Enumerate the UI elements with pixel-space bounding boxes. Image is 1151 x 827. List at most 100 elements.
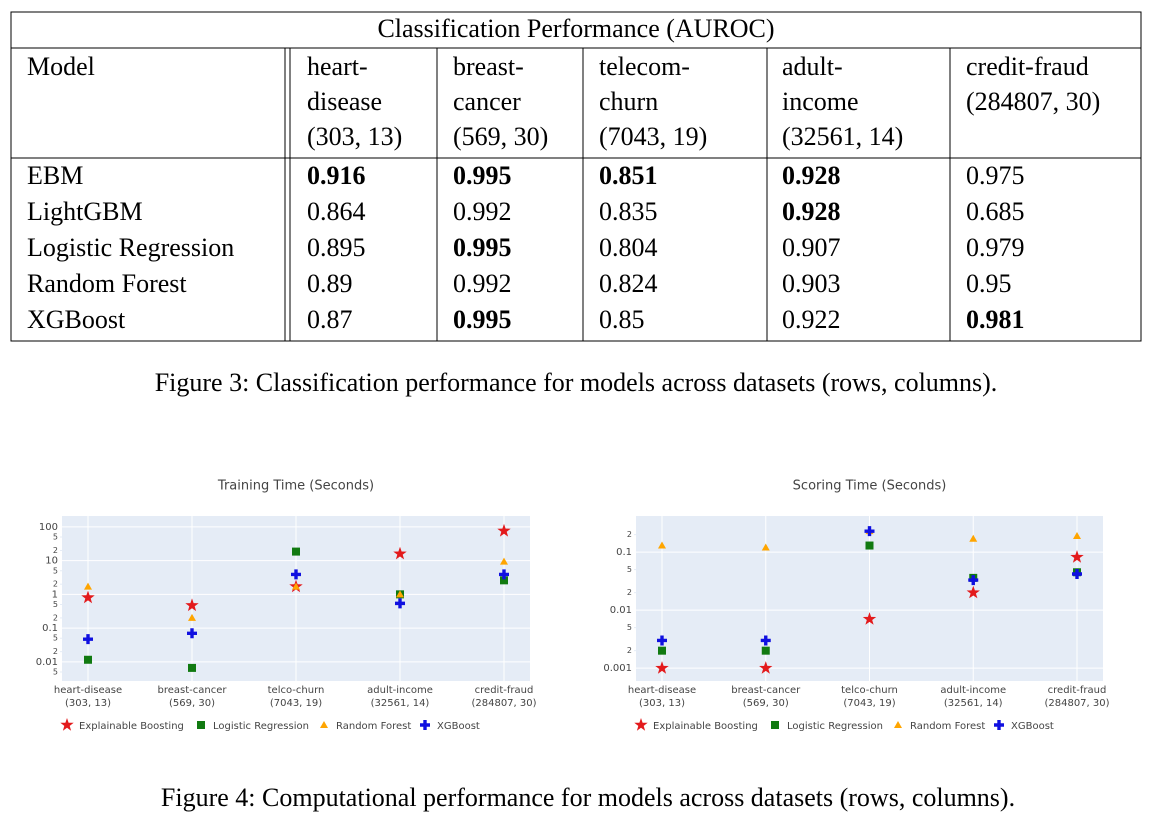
column-header: telecom-	[599, 52, 690, 81]
y-tick-label: 5	[53, 600, 58, 609]
x-tick-label: (303, 13)	[65, 698, 111, 709]
legend-label: Logistic Regression	[213, 721, 309, 732]
table-cell: 0.835	[599, 197, 658, 226]
marker	[84, 582, 92, 590]
table-border	[10, 11, 1142, 342]
y-tick-label: 2	[53, 647, 58, 656]
column-header: breast-	[453, 52, 524, 81]
caption: Figure 4: Computational performance for …	[161, 783, 1015, 812]
column-header: (569, 30)	[453, 122, 548, 151]
table-cell: XGBoost	[27, 305, 126, 334]
y-tick-label: 2	[627, 530, 632, 539]
table-cell: 0.87	[307, 305, 353, 334]
y-tick-label: 0.1	[616, 547, 632, 558]
marker	[969, 534, 978, 542]
table-cell: 0.975	[966, 161, 1025, 190]
table-cell: 0.992	[453, 269, 512, 298]
marker	[862, 612, 877, 625]
column-header: (32561, 14)	[782, 122, 903, 151]
x-tick-label: (7043, 19)	[843, 698, 895, 709]
marker	[994, 720, 1004, 730]
column-header: cancer	[453, 87, 521, 116]
x-tick-label: (303, 13)	[639, 698, 685, 709]
marker	[761, 543, 770, 551]
y-tick-label: 5	[627, 623, 632, 632]
chart-title: Training Time (Seconds)	[217, 479, 374, 494]
table-cell: 0.979	[966, 233, 1025, 262]
y-tick-label: 0.01	[36, 657, 58, 668]
marker	[188, 663, 196, 672]
table-cell: 0.995	[453, 305, 512, 334]
y-tick-label: 5	[53, 533, 58, 542]
x-tick-label: (284807, 30)	[471, 698, 536, 709]
marker	[291, 569, 301, 580]
y-tick-label: 2	[53, 580, 58, 589]
marker	[499, 569, 509, 580]
column-header: (7043, 19)	[599, 122, 707, 151]
legend-label: Explainable Boosting	[653, 721, 758, 732]
column-header: adult-	[782, 52, 843, 81]
legend-label: Random Forest	[336, 721, 411, 732]
marker	[187, 628, 197, 639]
x-tick-label: credit-fraud	[1048, 685, 1107, 696]
x-tick-label: (569, 30)	[743, 698, 789, 709]
legend-label: XGBoost	[1011, 721, 1054, 732]
marker	[84, 655, 92, 664]
marker	[292, 547, 300, 556]
table-cell: 0.981	[966, 305, 1025, 334]
y-tick-label: 0.1	[42, 623, 58, 634]
x-tick-label: breast-cancer	[731, 685, 801, 696]
marker	[396, 590, 404, 598]
legend-label: Explainable Boosting	[79, 721, 184, 732]
column-header: (303, 13)	[307, 122, 402, 151]
table-cell: 0.992	[453, 197, 512, 226]
y-tick-label: 0.001	[603, 663, 632, 674]
table-cell: 0.804	[599, 233, 658, 262]
marker	[658, 541, 666, 549]
marker	[864, 526, 875, 537]
marker	[320, 721, 328, 728]
table-cell: 0.922	[782, 305, 841, 334]
marker	[894, 721, 902, 728]
column-header: disease	[307, 87, 382, 116]
column-header: heart-	[307, 52, 368, 81]
column-header: (284807, 30)	[966, 87, 1100, 116]
marker	[81, 590, 95, 604]
y-tick-label: 2	[627, 588, 632, 597]
column-header: Model	[27, 52, 95, 81]
table-cell: 0.685	[966, 197, 1025, 226]
y-tick-label: 5	[627, 565, 632, 574]
marker	[760, 635, 771, 646]
y-tick-label: 2	[53, 613, 58, 622]
marker	[865, 541, 874, 550]
marker	[497, 523, 511, 537]
marker	[185, 598, 199, 612]
marker	[1072, 568, 1083, 579]
marker	[771, 721, 779, 729]
y-tick-label: 100	[39, 522, 58, 533]
y-tick-label: 5	[53, 634, 58, 643]
legend-label: Random Forest	[910, 721, 985, 732]
caption: Figure 3: Classification performance for…	[155, 368, 998, 397]
table-cell: 0.89	[307, 269, 353, 298]
marker	[393, 546, 407, 560]
table-cell: EBM	[27, 161, 83, 190]
x-tick-label: heart-disease	[628, 685, 696, 696]
table-cell: 0.895	[307, 233, 366, 262]
x-tick-label: (32561, 14)	[371, 698, 430, 709]
x-tick-label: (7043, 19)	[270, 698, 322, 709]
marker	[657, 635, 667, 646]
table-cell: LightGBM	[27, 197, 143, 226]
table-cell: Logistic Regression	[27, 233, 234, 262]
x-tick-label: adult-income	[940, 685, 1006, 696]
table-cell: 0.995	[453, 233, 512, 262]
y-tick-label: 1	[52, 589, 58, 600]
legend-label: Logistic Regression	[787, 721, 883, 732]
marker	[188, 613, 196, 621]
x-tick-label: adult-income	[367, 685, 433, 696]
marker	[761, 646, 770, 655]
table-cell: 0.907	[782, 233, 841, 262]
y-tick-label: 2	[627, 646, 632, 655]
x-tick-label: telco-churn	[268, 685, 325, 696]
marker	[197, 721, 205, 729]
